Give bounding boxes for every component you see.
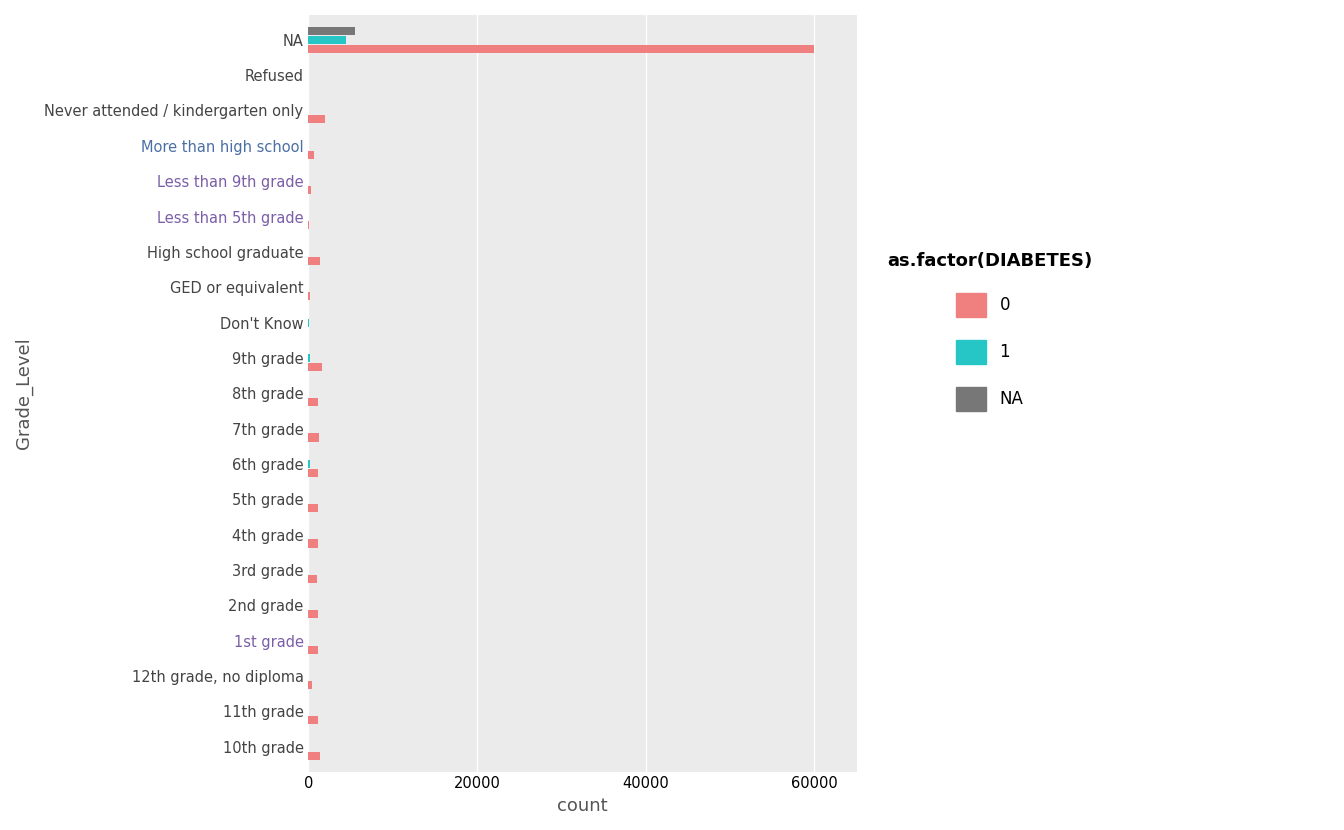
Bar bbox=[308, 363, 321, 371]
Bar bbox=[308, 256, 320, 265]
Bar bbox=[308, 575, 317, 583]
Bar bbox=[308, 186, 310, 194]
Bar bbox=[308, 681, 312, 689]
Bar bbox=[308, 610, 317, 618]
Bar bbox=[308, 504, 317, 512]
Bar bbox=[308, 716, 317, 725]
Bar bbox=[308, 398, 319, 406]
Bar bbox=[308, 36, 347, 44]
Bar bbox=[308, 752, 320, 759]
Bar bbox=[308, 646, 317, 654]
X-axis label: count: count bbox=[558, 797, 607, 815]
Bar bbox=[308, 150, 314, 159]
Bar bbox=[308, 27, 355, 35]
Bar bbox=[308, 292, 310, 300]
Bar bbox=[308, 540, 317, 548]
Y-axis label: Grade_Level: Grade_Level bbox=[15, 338, 34, 449]
Legend: 0, 1, NA: 0, 1, NA bbox=[871, 235, 1109, 427]
Bar bbox=[308, 115, 325, 124]
Bar bbox=[308, 433, 320, 442]
Bar bbox=[308, 45, 814, 52]
Bar bbox=[308, 354, 310, 362]
Bar bbox=[308, 469, 319, 477]
